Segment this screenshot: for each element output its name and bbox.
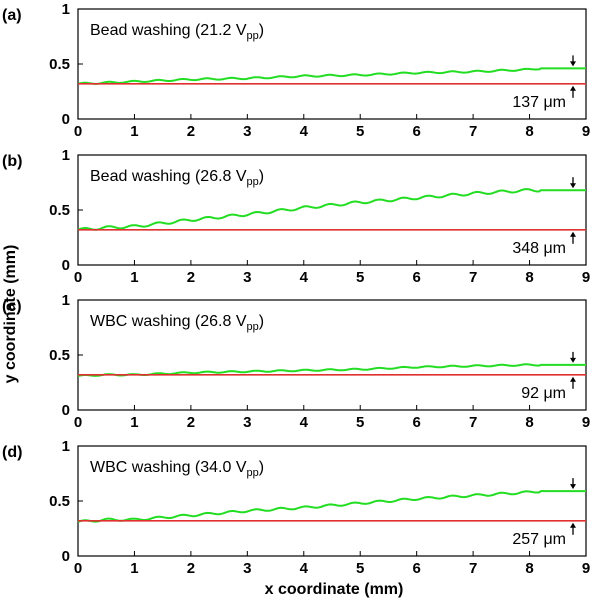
trajectory-line: [77, 490, 586, 523]
x-tick-label: 9: [582, 123, 590, 140]
x-tick-label: 9: [582, 560, 590, 577]
x-tick-label: 3: [243, 269, 251, 286]
x-tick-label: 2: [187, 560, 195, 577]
y-tick-label: 0.5: [49, 56, 70, 73]
x-tick-label: 5: [356, 123, 364, 140]
x-tick-label: 0: [74, 560, 82, 577]
x-tick-label: 8: [525, 560, 533, 577]
x-tick-label: 4: [300, 269, 309, 286]
x-tick-label: 6: [412, 414, 420, 431]
x-tick-label: 3: [243, 414, 251, 431]
y-tick-label: 0: [62, 111, 70, 128]
trajectory-line: [77, 188, 586, 231]
arrow-up-head-icon: [570, 85, 576, 91]
x-tick-label: 2: [187, 123, 195, 140]
x-tick-label: 3: [243, 123, 251, 140]
y-tick-label: 0: [62, 548, 70, 565]
arrow-down-head-icon: [570, 357, 576, 363]
x-tick-label: 8: [525, 123, 533, 140]
arrow-up-head-icon: [570, 376, 576, 382]
x-tick-label: 9: [582, 414, 590, 431]
x-tick-label: 4: [300, 560, 309, 577]
x-tick-label: 0: [74, 414, 82, 431]
y-tick-label: 1: [62, 1, 70, 18]
y-tick-label: 0: [62, 402, 70, 419]
displacement-annotation: 137 μm: [512, 94, 566, 111]
x-axis-title: x coordinate (mm): [265, 581, 404, 598]
panel-b: 0 0.5 1 0 1 2 3 4 5 6 7 8 9 (b) Bead washing (26.8 Vpp…: [2, 147, 590, 286]
y-tick-label: 0.5: [49, 493, 70, 510]
y-tick-label: 1: [62, 438, 70, 455]
x-tick-label: 0: [74, 123, 82, 140]
displacement-annotation: 92 μm: [521, 385, 566, 402]
x-tick-label: 3: [243, 560, 251, 577]
x-tick-label: 2: [187, 414, 195, 431]
displacement-annotation: 348 μm: [512, 240, 566, 257]
panel-label: (b): [2, 153, 22, 170]
arrow-down-head-icon: [570, 61, 576, 67]
x-tick-label: 9: [582, 269, 590, 286]
y-tick-label: 0.5: [49, 202, 70, 219]
trajectory-line: [77, 67, 586, 85]
x-tick-label: 5: [356, 269, 364, 286]
arrow-down-head-icon: [570, 484, 576, 490]
x-tick-label: 8: [525, 414, 533, 431]
panel-d: 0 0.5 1 0 1 2 3 4 5 6 7 8 9 (d) WBC washing (34.0 Vpp)…: [2, 438, 590, 577]
y-tick-label: 0: [62, 257, 70, 274]
x-tick-label: 8: [525, 269, 533, 286]
x-tick-label: 1: [130, 123, 138, 140]
arrow-down-head-icon: [570, 183, 576, 189]
x-tick-label: 4: [300, 123, 309, 140]
panel-label: (c): [2, 298, 22, 315]
panel-title: Bead washing (21.2 Vpp): [90, 22, 264, 42]
panel-c: 0 0.5 1 0 1 2 3 4 5 6 7 8 9 (c) WBC washing (26.8 Vpp)…: [2, 292, 590, 431]
panel-label: (d): [2, 444, 22, 461]
x-tick-label: 1: [130, 560, 138, 577]
y-tick-label: 0.5: [49, 347, 70, 364]
x-tick-label: 2: [187, 269, 195, 286]
panel-title: WBC washing (26.8 Vpp): [90, 313, 264, 333]
x-tick-label: 4: [300, 414, 309, 431]
panel-label: (a): [2, 7, 22, 24]
y-tick-label: 1: [62, 147, 70, 164]
x-tick-label: 7: [469, 560, 477, 577]
arrow-up-head-icon: [570, 231, 576, 237]
y-axis-title: y coordinate (mm): [2, 245, 19, 384]
x-tick-label: 7: [469, 123, 477, 140]
panels: 00.510 1 2 3 4 5 6 7 8 9(a)Bead washing (21.2 Vpp…: [2, 1, 590, 577]
panel-title: WBC washing (34.0 Vpp): [90, 459, 264, 479]
x-tick-label: 7: [469, 269, 477, 286]
x-tick-label: 6: [412, 123, 420, 140]
x-tick-label: 5: [356, 560, 364, 577]
x-tick-label: 6: [412, 269, 420, 286]
x-tick-label: 1: [130, 414, 138, 431]
x-tick-label: 0: [74, 269, 82, 286]
panel-title: Bead washing (26.8 Vpp): [90, 168, 264, 188]
x-tick-label: 1: [130, 269, 138, 286]
y-tick-label: 1: [62, 292, 70, 309]
x-tick-label: 7: [469, 414, 477, 431]
x-tick-label: 5: [356, 414, 364, 431]
arrow-up-head-icon: [570, 522, 576, 528]
trajectory-line: [77, 363, 586, 377]
x-tick-label: 6: [412, 560, 420, 577]
panel-a: 0 0.5 1 0 1 2 3 4 5 6 7 8 9 (a) Bead washing (21.2 Vpp…: [2, 1, 590, 140]
displacement-annotation: 257 μm: [512, 531, 566, 548]
